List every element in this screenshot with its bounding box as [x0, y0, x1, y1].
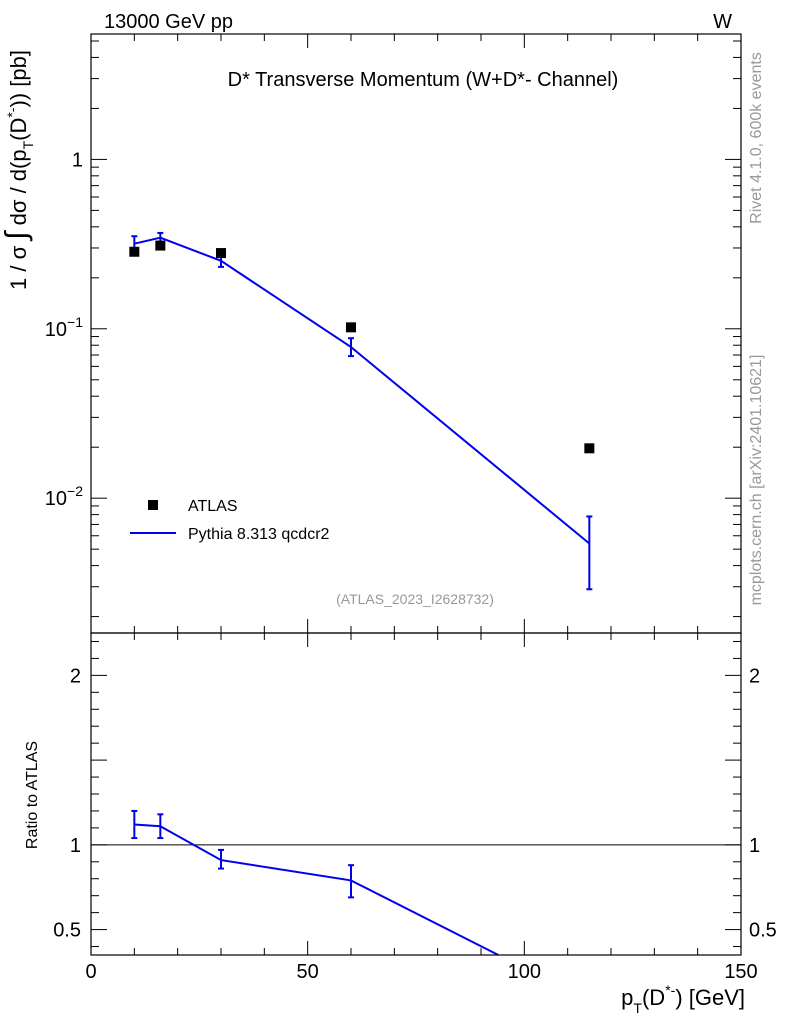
y-label-paren: (D — [6, 118, 31, 141]
x-tick-labels: 0 50 100 150 — [85, 961, 757, 983]
main-frame — [90, 33, 742, 634]
y-label-integral: ∫ — [0, 230, 33, 242]
main-y-tick-label: 10−1 — [45, 314, 83, 341]
ratio-y-tick-label-right: 0.5 — [749, 920, 777, 942]
x-label-p: p — [621, 985, 633, 1010]
ratio-frame — [90, 632, 742, 956]
atlas-data-point — [216, 248, 226, 259]
header-process-label: W — [713, 11, 732, 33]
ratio-y-axis-label: Ratio to ATLAS — [24, 741, 41, 849]
ratio-y-tick-label-right: 2 — [749, 665, 760, 687]
main-y-tick-label: 10−2 — [45, 483, 83, 510]
atlas-data-point — [346, 322, 356, 333]
main-y-tick-label: 1 — [72, 149, 83, 171]
x-tick-label: 50 — [297, 961, 319, 983]
legend-atlas-label: ATLAS — [188, 498, 238, 515]
y-label-tail: )) [pb] — [6, 50, 31, 107]
x-label-sub: T — [633, 1000, 642, 1016]
main-y-axis-label: 1 / σ ∫ dσ / d(pT(D*-)) [pb] — [0, 50, 36, 290]
main-axis-ticks — [90, 34, 742, 633]
x-tick-label: 0 — [85, 961, 96, 983]
legend: ATLAS Pythia 8.313 qcdcr2 — [130, 498, 330, 543]
ratio-y-tick-label-left: 0.5 — [53, 920, 81, 942]
ratio-y-tick-label-left: 2 — [70, 665, 81, 687]
y-label-sub: T — [20, 140, 36, 149]
x-tick-label: 150 — [724, 961, 757, 983]
atlas-data-point — [129, 246, 140, 257]
x-tick-label: 100 — [508, 961, 541, 983]
y-label-body: dσ / d(p — [6, 149, 31, 231]
ratio-series-layer — [131, 809, 499, 956]
rivet-version-label: Rivet 4.1.0, 600k events — [748, 52, 765, 224]
ratio-axis-ticks — [90, 633, 742, 955]
atlas-data-point — [155, 240, 166, 251]
ratio-y-tick-labels: 0.5 0.5 1 1 2 2 — [53, 665, 777, 941]
legend-pythia-label: Pythia 8.313 qcdcr2 — [188, 526, 330, 543]
y-label-prefix: 1 / σ — [6, 240, 31, 290]
mcplots-label: mcplots.cern.ch [arXiv:2401.10621] — [748, 355, 765, 606]
main-y-tick-labels: 1 10−1 10−2 — [45, 149, 83, 510]
y-label-sup: *- — [4, 107, 20, 117]
ratio-y-tick-label-left: 1 — [70, 835, 81, 857]
x-axis-label: pT(D*-) [GeV] — [621, 982, 745, 1016]
main-panel: 1 10−1 10−2 D* Transverse Momentum (W+D*- … — [0, 33, 742, 634]
x-label-unit: ) [GeV] — [675, 985, 745, 1010]
plot-title: D* Transverse Momentum (W+D*- Channel) — [228, 69, 619, 91]
ratio-line — [134, 823, 499, 956]
atlas-data-point — [584, 443, 595, 454]
x-label-paren: (D — [642, 985, 665, 1010]
legend-atlas-marker — [148, 500, 158, 510]
x-label-sup: *- — [665, 982, 675, 998]
analysis-id-label: (ATLAS_2023_I2628732) — [336, 591, 494, 607]
ratio-panel: 0.5 0.5 1 1 2 2 0 50 100 150 Ratio to ATLAS pT(D… — [24, 632, 777, 1016]
ratio-y-tick-label-right: 1 — [749, 835, 760, 857]
header-energy-label: 13000 GeV pp — [104, 11, 233, 33]
main-series-layer — [129, 231, 595, 591]
